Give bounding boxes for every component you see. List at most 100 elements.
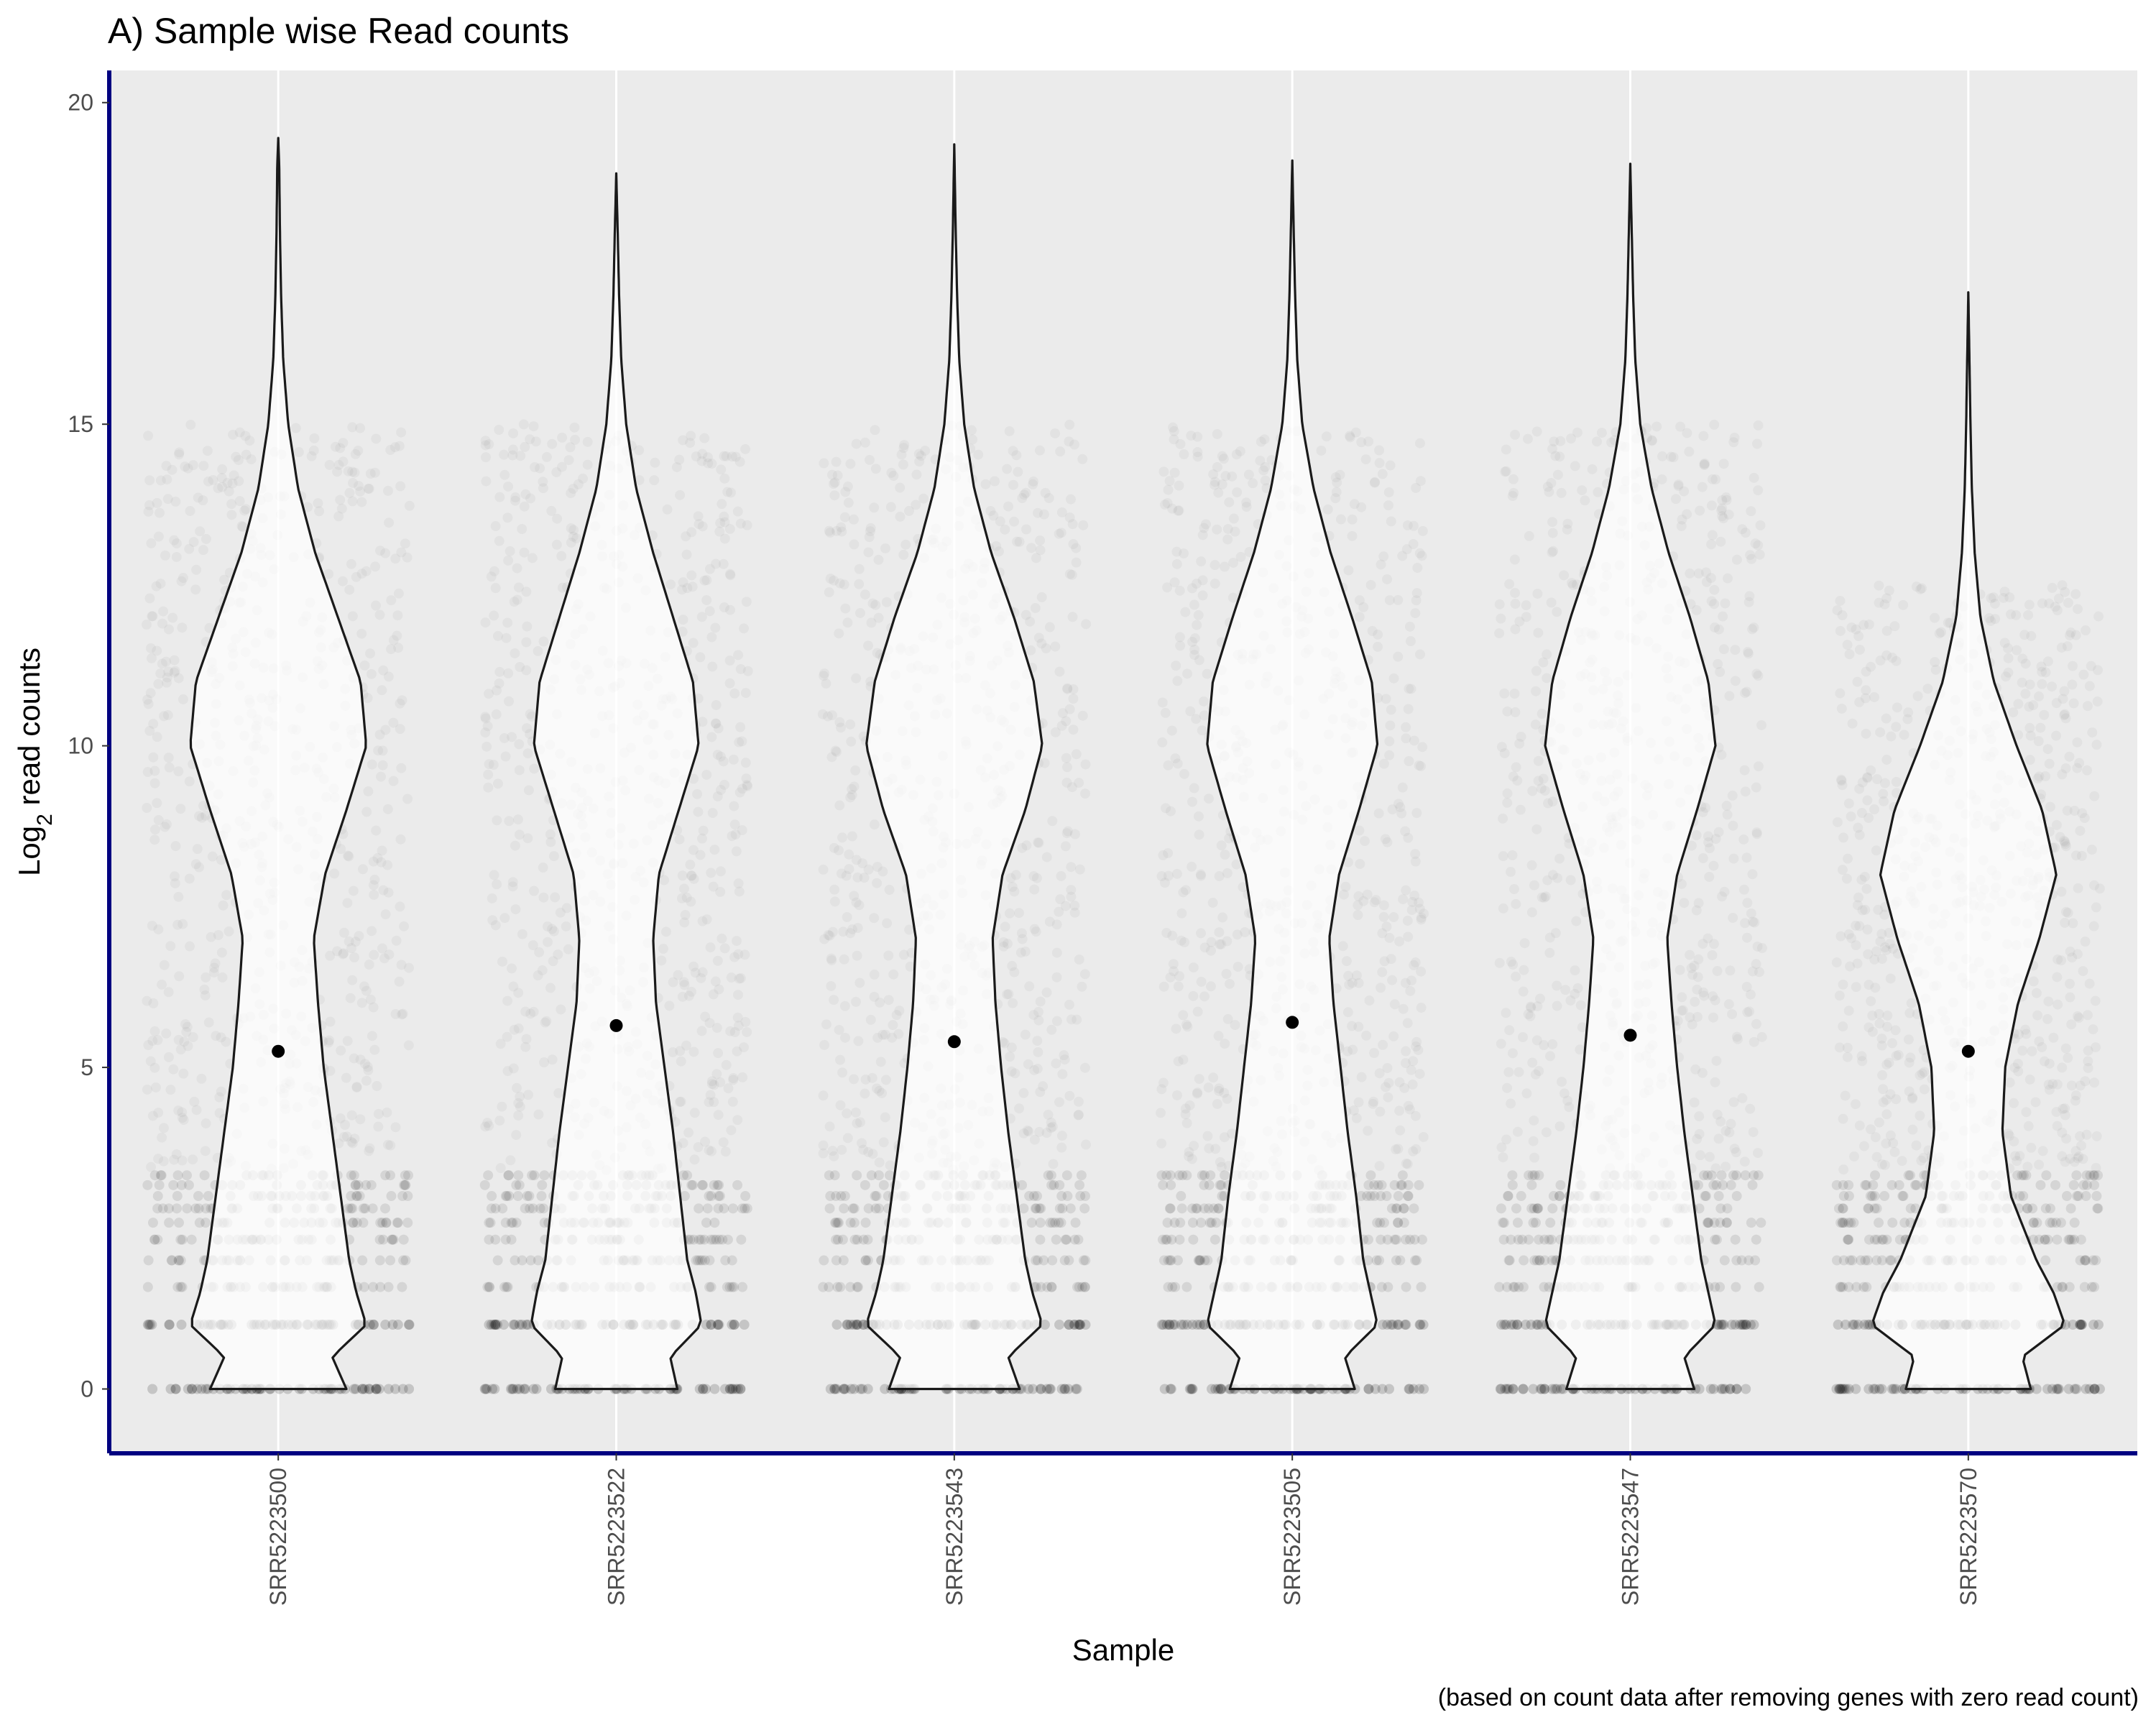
data-point — [185, 942, 195, 952]
data-point — [490, 1320, 501, 1330]
data-point — [712, 1023, 722, 1033]
data-point — [1546, 478, 1556, 488]
data-point — [1192, 579, 1202, 589]
data-point — [525, 709, 535, 719]
data-point — [397, 1282, 407, 1292]
data-point — [1056, 528, 1067, 538]
data-point — [508, 1320, 519, 1330]
data-point — [733, 990, 743, 1000]
data-point — [1726, 1320, 1737, 1330]
data-point — [1534, 1170, 1544, 1181]
data-point — [491, 521, 501, 531]
data-point — [701, 1320, 711, 1330]
data-point — [1700, 459, 1710, 469]
data-point — [1323, 505, 1333, 515]
data-point — [503, 1170, 514, 1181]
data-point — [399, 921, 409, 932]
data-point — [1552, 980, 1562, 990]
data-point — [1510, 624, 1520, 634]
data-point — [533, 646, 543, 656]
data-point — [1068, 694, 1078, 704]
data-point — [1547, 1255, 1557, 1266]
data-point — [1199, 1179, 1210, 1190]
data-point — [522, 1034, 532, 1044]
data-point — [147, 611, 157, 621]
data-point — [675, 1046, 685, 1056]
data-point — [1219, 454, 1229, 464]
data-point — [1754, 420, 1764, 431]
data-point — [695, 652, 705, 662]
data-point — [697, 449, 707, 459]
data-point — [1362, 1191, 1373, 1202]
data-point — [503, 482, 513, 492]
data-point — [1049, 1159, 1059, 1169]
data-point — [1722, 1203, 1733, 1214]
data-point — [1370, 477, 1380, 487]
data-point — [1054, 1218, 1064, 1228]
data-point — [1383, 500, 1393, 510]
data-point — [392, 1218, 402, 1228]
data-point — [528, 1203, 538, 1214]
data-point — [1751, 538, 1761, 548]
data-point — [1713, 966, 1723, 976]
data-point — [1080, 1255, 1091, 1266]
data-point — [1069, 440, 1079, 450]
data-point — [846, 737, 856, 747]
data-point — [840, 487, 850, 497]
data-point — [1512, 1320, 1523, 1330]
data-point — [536, 1191, 547, 1202]
data-point — [1524, 1234, 1534, 1245]
data-point — [510, 648, 520, 658]
data-point — [831, 1384, 842, 1394]
data-point — [487, 1191, 497, 1202]
data-point — [1742, 1007, 1752, 1017]
data-point — [1228, 558, 1238, 568]
data-point — [1507, 1170, 1518, 1181]
data-point — [713, 1048, 723, 1058]
data-point — [508, 881, 518, 891]
data-point — [1219, 1191, 1230, 1202]
data-point — [1363, 1255, 1373, 1266]
data-point — [737, 825, 747, 835]
data-point — [686, 570, 696, 580]
data-point — [1159, 1384, 1170, 1394]
data-point — [716, 752, 726, 762]
data-point — [1374, 445, 1384, 455]
data-point — [1419, 1132, 1429, 1142]
data-point — [1531, 1255, 1542, 1266]
data-point — [1556, 1384, 1567, 1394]
data-point — [355, 423, 365, 433]
data-point — [155, 1170, 166, 1181]
data-point — [695, 1255, 706, 1266]
data-point — [1070, 1218, 1081, 1228]
data-point — [1158, 1179, 1169, 1190]
data-point — [713, 1191, 724, 1202]
data-point — [1036, 996, 1046, 1006]
data-point — [376, 857, 386, 868]
data-point — [1723, 809, 1733, 819]
data-point — [479, 1179, 490, 1190]
data-point — [710, 622, 720, 632]
data-point — [735, 722, 745, 732]
data-point — [1497, 742, 1507, 752]
data-point — [383, 1282, 394, 1292]
data-point — [349, 952, 359, 962]
data-point — [824, 1282, 834, 1292]
data-point — [1694, 1384, 1705, 1394]
data-point — [1532, 1320, 1543, 1330]
data-point — [1414, 1179, 1424, 1190]
data-point — [1391, 1203, 1402, 1214]
data-point — [1404, 1384, 1414, 1394]
data-point — [538, 862, 548, 873]
data-point — [1749, 473, 1759, 483]
data-point — [714, 527, 724, 537]
data-point — [733, 507, 743, 517]
data-point — [895, 512, 905, 522]
data-point — [1743, 1255, 1754, 1266]
data-point — [578, 474, 588, 484]
data-point — [519, 419, 529, 429]
data-point — [1716, 1170, 1727, 1181]
data-point — [1072, 1282, 1082, 1292]
data-point — [339, 928, 349, 938]
